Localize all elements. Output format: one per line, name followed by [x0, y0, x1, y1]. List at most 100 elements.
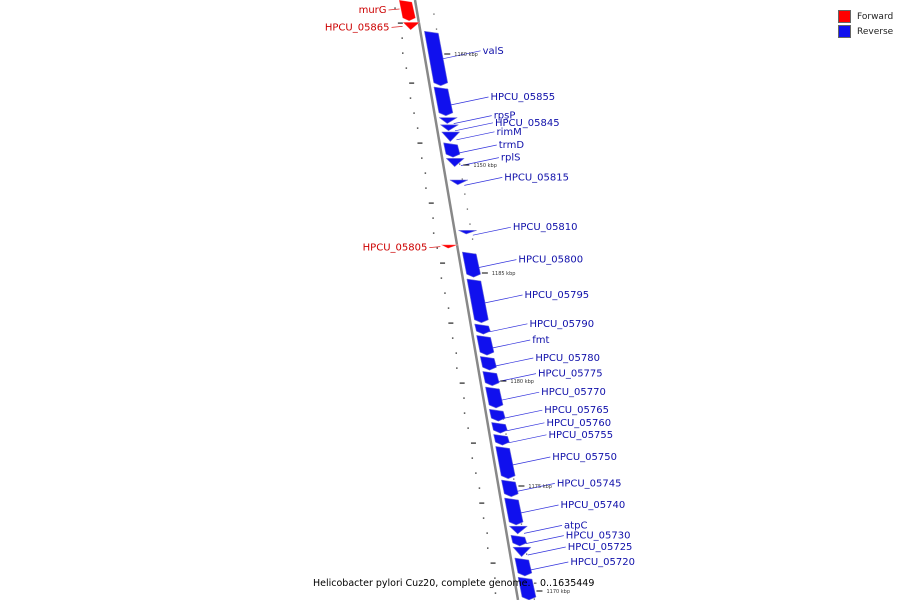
gene-arrow: [514, 557, 533, 577]
gene-leader-line: [530, 561, 569, 571]
ruler-dot: [467, 427, 469, 429]
ruler-dot: [463, 412, 466, 414]
gene-leader-line: [454, 122, 494, 132]
gene-highlight: [461, 251, 482, 278]
ruler-dot: [402, 52, 404, 54]
gene-label: rpsP: [494, 111, 516, 122]
ruler-dot: [409, 82, 415, 84]
genome-caption: Helicobacter pylori Cuz20, complete geno…: [313, 578, 595, 589]
gene-leader-line: [504, 409, 543, 419]
gene-features: murGHPCU_05865valSHPCU_05855rpsPHPCU_058…: [325, 0, 635, 600]
gene-leader-line: [388, 8, 400, 11]
gene-label: HPCU_05845: [495, 118, 560, 129]
ruler-dot: [444, 292, 446, 294]
gene-highlight: [500, 479, 519, 498]
ruler-dot: [494, 592, 497, 594]
gene-highlight: [439, 124, 460, 132]
gene-arrow: [485, 386, 504, 409]
gene-leader-line: [442, 50, 481, 60]
gene-arrow: [441, 244, 459, 249]
gene-leader-line: [460, 157, 499, 166]
ruler-dot: [417, 142, 423, 144]
ruler-dot: [482, 517, 485, 519]
gene-arrow: [479, 356, 497, 371]
gene-highlight: [476, 334, 495, 356]
gene-label: HPCU_05775: [538, 369, 603, 380]
ruler-dot: [461, 178, 463, 180]
gene-highlight: [423, 30, 449, 87]
gene-highlight: [517, 576, 537, 600]
ruler-dot: [401, 37, 403, 39]
gene-highlight: [433, 86, 454, 117]
gene-highlight: [448, 179, 469, 186]
ruler-dot: [505, 433, 507, 435]
legend-forward-label: Forward: [857, 11, 894, 22]
ruler-dot: [405, 67, 408, 69]
gene-leader-line: [497, 373, 537, 382]
gene-arrow: [491, 422, 508, 434]
gene-label: HPCU_05805: [363, 243, 428, 254]
legend-reverse: Reverse: [838, 24, 893, 39]
gene-arrow: [462, 251, 481, 278]
gene-highlight: [482, 370, 500, 387]
ruler-dot: [463, 397, 465, 399]
gene-leader-line: [478, 259, 517, 268]
gene-highlight: [490, 421, 508, 434]
gene-arrow: [508, 526, 528, 535]
gene-highlight: [466, 278, 489, 324]
gene-label: HPCU_05730: [566, 531, 631, 542]
ruler-dot: [433, 13, 435, 15]
gene-highlight: [443, 142, 461, 158]
gene-label: atpC: [564, 520, 587, 531]
gene-arrow: [445, 158, 465, 168]
gene-arrow: [501, 479, 519, 498]
tick-label: 1150 kbp: [473, 163, 497, 169]
ruler-dot: [490, 562, 496, 564]
gene-arrow: [517, 576, 537, 600]
ruler-dot: [397, 22, 403, 24]
gene-highlight: [503, 497, 524, 526]
ruler-dot: [470, 442, 476, 444]
gene-highlight: [495, 445, 516, 480]
ruler-dot: [432, 217, 434, 219]
ruler-dot: [440, 277, 443, 279]
tick-label: 1180 kbp: [510, 379, 534, 385]
gene-leader-line: [472, 226, 511, 236]
gene-arrow: [512, 547, 532, 558]
ruler-dot: [464, 193, 466, 195]
gene-label: HPCU_05865: [325, 22, 390, 33]
gene-highlight: [445, 158, 466, 168]
gene-label: murG: [359, 5, 387, 16]
gene-label: HPCU_05780: [535, 353, 600, 364]
ruler-dot: [525, 553, 528, 555]
gene-leader-line: [484, 294, 523, 304]
gene-label: HPCU_05800: [518, 255, 583, 266]
gene-label: valS: [483, 46, 504, 57]
genome-backbone: [413, 0, 520, 600]
gene-label: HPCU_05740: [561, 500, 626, 511]
ruler-dot: [456, 367, 458, 369]
gene-label: trmD: [499, 140, 525, 151]
gene-arrow: [482, 371, 500, 387]
gene-label: HPCU_05745: [557, 478, 622, 489]
ruler-dot: [436, 247, 438, 249]
ruler-dot: [494, 577, 496, 579]
ruler-dot: [466, 208, 469, 210]
legend-forward: Forward: [838, 9, 893, 24]
gene-highlight: [514, 557, 533, 577]
gene-arrow: [458, 230, 477, 235]
tick-label: 1160 kbp: [454, 52, 478, 58]
reverse-swatch: [838, 25, 851, 38]
gene-arrow: [495, 446, 516, 480]
gene-label: HPCU_05755: [548, 430, 613, 441]
gene-arrow: [399, 0, 416, 21]
gene-leader-line: [501, 391, 540, 401]
gene-leader-line: [527, 546, 566, 556]
gene-label: rimM: [496, 127, 521, 138]
gene-arrow: [474, 323, 491, 335]
gene-arrow: [510, 534, 527, 547]
ruler-dot: [533, 598, 536, 600]
ruler-dot: [413, 112, 415, 114]
gene-leader-line: [525, 535, 564, 544]
gene-label: HPCU_05750: [552, 452, 617, 463]
